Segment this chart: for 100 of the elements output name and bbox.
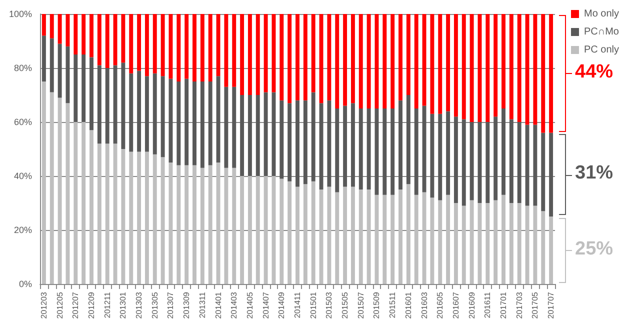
bar — [160, 14, 165, 76]
x-tick-label: 201307 — [166, 291, 176, 319]
bar — [129, 73, 134, 152]
bar — [327, 100, 332, 187]
bar — [358, 190, 363, 284]
bar — [311, 92, 316, 182]
y-tick-label: 20% — [14, 225, 32, 235]
bar — [430, 114, 434, 198]
bar — [200, 14, 204, 82]
bar — [248, 176, 252, 284]
bar — [525, 124, 530, 206]
legend-label: PC∩Mo — [584, 26, 620, 38]
x-tick-label: 201305 — [150, 291, 160, 319]
legend-label: PC only — [584, 44, 619, 56]
x-tick-label: 201509 — [372, 291, 382, 319]
bar — [517, 122, 522, 203]
x-tick-label: 201203 — [39, 291, 48, 319]
bar — [509, 14, 514, 120]
y-tick-label: 0% — [18, 279, 32, 289]
bar — [430, 198, 434, 284]
bar — [256, 14, 260, 95]
bar — [438, 200, 442, 284]
bar — [438, 114, 442, 200]
bar — [208, 82, 212, 166]
bar — [343, 14, 348, 106]
bar — [541, 211, 546, 284]
bar — [303, 100, 308, 184]
bar — [121, 14, 126, 63]
bar — [121, 149, 126, 284]
bar — [216, 14, 220, 76]
bar — [82, 54, 86, 122]
bar — [192, 14, 196, 82]
bar — [248, 95, 252, 176]
x-tick-label: 201403 — [230, 291, 239, 319]
bar — [454, 203, 458, 284]
bar — [446, 194, 450, 284]
bar — [541, 14, 546, 133]
bar — [160, 157, 165, 284]
bar — [105, 14, 110, 68]
x-tick-label: 201205 — [55, 291, 64, 319]
x-tick-label: 201405 — [245, 291, 254, 319]
bar — [90, 14, 94, 58]
bar — [366, 14, 371, 108]
bar — [184, 165, 189, 284]
bar — [82, 14, 86, 54]
bar — [184, 14, 189, 79]
bar — [414, 108, 418, 195]
bar — [74, 122, 78, 284]
bar — [232, 14, 236, 87]
x-tick-label: 201705 — [530, 291, 540, 319]
bar — [502, 14, 506, 108]
bar — [121, 62, 126, 149]
bar — [288, 103, 292, 182]
bar — [296, 186, 300, 284]
bar — [303, 14, 308, 100]
bar — [462, 119, 466, 206]
bar — [311, 181, 316, 284]
bar — [303, 184, 308, 284]
bar — [42, 36, 46, 82]
bar — [486, 122, 490, 203]
x-tick-label: 201209 — [87, 291, 96, 319]
bar — [533, 206, 538, 284]
bar — [176, 165, 181, 284]
bar — [232, 168, 236, 284]
bar — [517, 14, 522, 122]
bar — [152, 73, 157, 154]
bar — [541, 132, 546, 212]
bar — [50, 92, 54, 284]
bar — [430, 14, 434, 114]
bar — [517, 203, 522, 284]
bar — [470, 122, 474, 200]
bar — [137, 152, 142, 284]
bar — [264, 14, 268, 92]
x-tick-label: 201507 — [356, 291, 366, 319]
bar — [319, 190, 324, 284]
bar — [97, 144, 102, 284]
bar — [549, 14, 554, 133]
bar — [137, 14, 142, 71]
bar — [422, 14, 426, 106]
bar — [288, 14, 292, 104]
bar — [113, 14, 118, 66]
bar — [184, 78, 189, 166]
bar — [327, 186, 332, 284]
bar — [42, 82, 46, 284]
bar — [144, 14, 149, 76]
bar — [406, 184, 410, 284]
bar — [335, 14, 340, 108]
bar — [343, 106, 348, 187]
bar — [533, 124, 538, 206]
bar — [144, 152, 149, 284]
x-tick-label: 201701 — [499, 291, 508, 319]
bar — [335, 108, 340, 192]
x-tick-label: 201409 — [277, 291, 286, 319]
bar — [390, 194, 395, 284]
x-tick-label: 201407 — [261, 291, 270, 319]
x-tick-label: 201609 — [467, 291, 476, 319]
bar — [406, 95, 410, 184]
bar — [176, 14, 181, 82]
bar — [97, 65, 102, 144]
bar — [509, 203, 514, 284]
